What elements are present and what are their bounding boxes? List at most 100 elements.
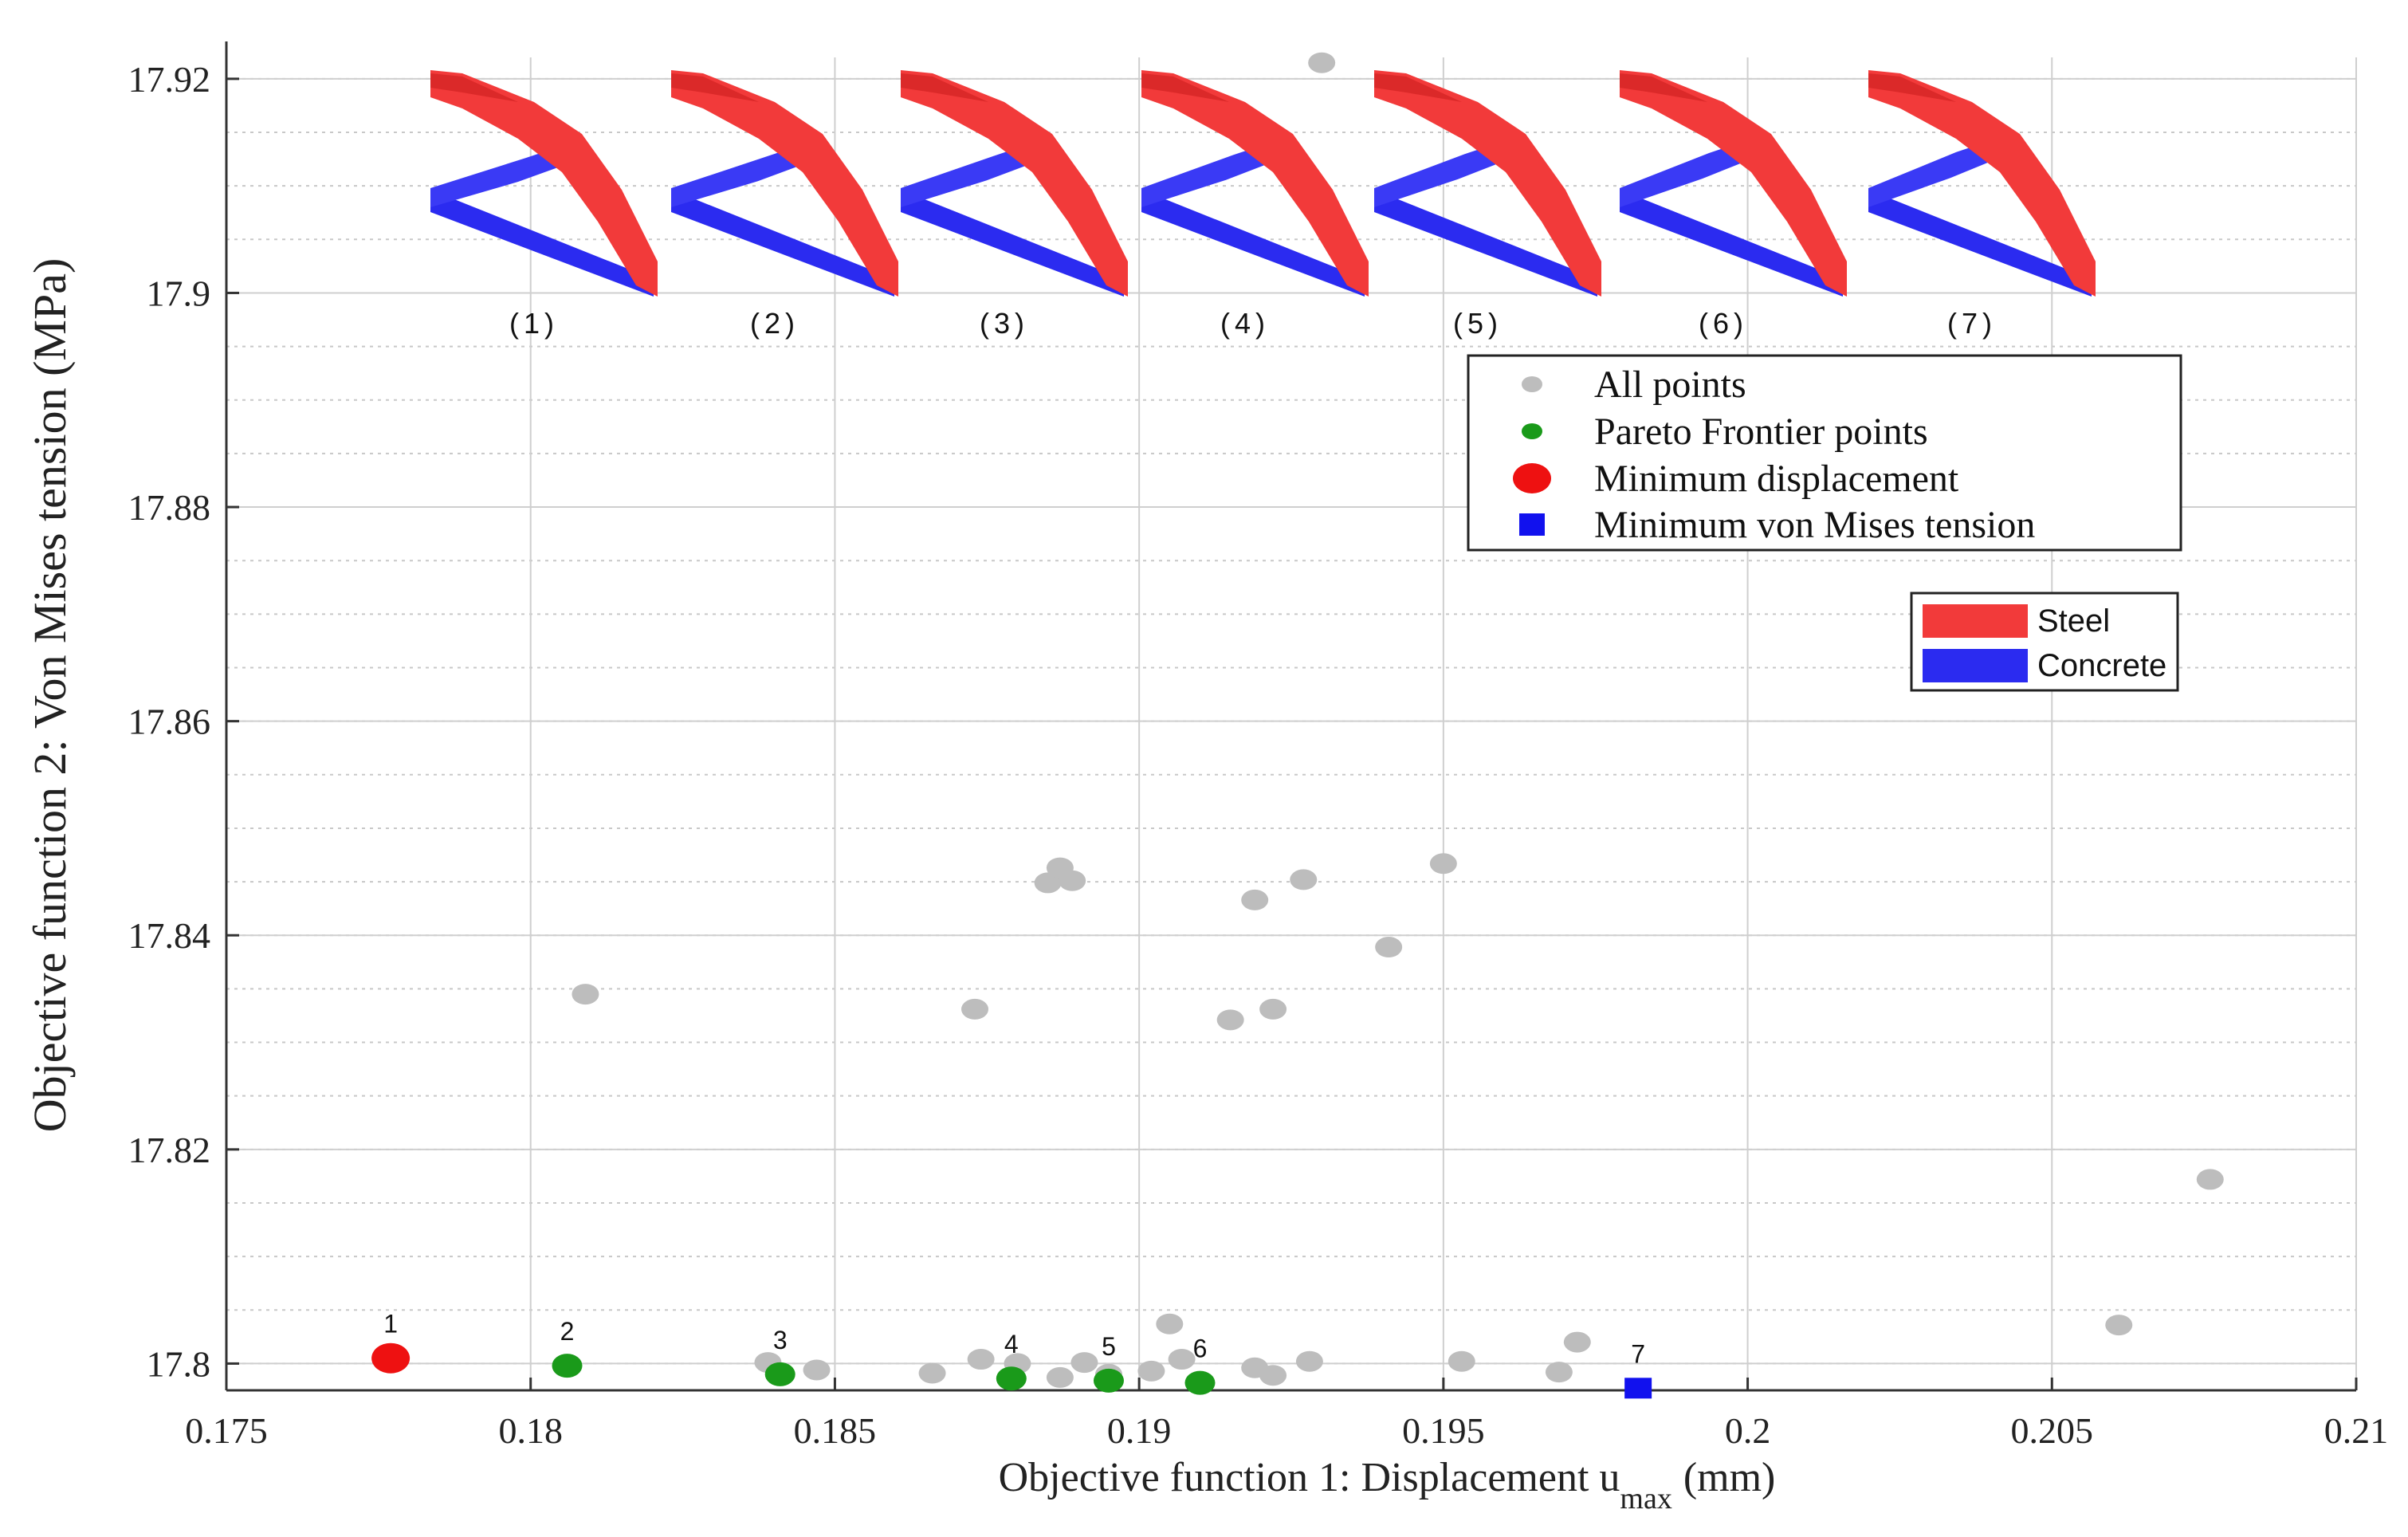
all-points-marker <box>1545 1362 1573 1383</box>
pareto-point <box>764 1362 795 1386</box>
steel-shading <box>671 73 759 102</box>
structure-inset: (3) <box>901 70 1128 340</box>
steel-shading <box>1141 73 1229 102</box>
all-points-marker <box>1259 998 1287 1020</box>
all-points-marker <box>2105 1315 2133 1336</box>
point-number-label: 5 <box>1102 1332 1116 1361</box>
min-displacement-marker <box>371 1342 410 1374</box>
material-swatch <box>1923 649 2028 682</box>
point-number-label: 1 <box>383 1310 398 1338</box>
steel-top-member <box>430 70 658 297</box>
structure-inset: (6) <box>1620 70 1847 340</box>
steel-top-member <box>1374 70 1601 297</box>
all-points-marker <box>1259 1365 1287 1386</box>
y-tick-label: 17.82 <box>128 1130 211 1170</box>
concrete-diagonal-member <box>1620 145 1742 207</box>
structure-inset: (4) <box>1141 70 1369 340</box>
x-tick-label: 0.2 <box>1725 1410 1771 1451</box>
all-points-marker <box>1290 869 1318 890</box>
all-points-marker <box>1563 1331 1591 1353</box>
material-swatch <box>1923 604 2028 638</box>
all-points-marker <box>1059 870 1086 891</box>
all-points-marker <box>1168 1349 1196 1370</box>
all-points-marker <box>1241 889 1269 910</box>
steel-top-member <box>1141 70 1369 297</box>
structure-inset: (2) <box>671 70 898 340</box>
concrete-bottom-member <box>430 190 654 297</box>
point-number-label: 4 <box>1004 1330 1019 1358</box>
material-legend: Steel Concrete <box>1910 592 2179 692</box>
x-tick-label: 0.185 <box>794 1410 877 1451</box>
structure-inset: (5) <box>1374 70 1601 340</box>
x-tick-label: 0.19 <box>1107 1410 1172 1451</box>
legend-box <box>1467 354 2182 552</box>
pareto-point <box>552 1354 583 1378</box>
steel-shading <box>430 73 518 102</box>
concrete-diagonal-member <box>1141 147 1267 207</box>
inset-label: (3) <box>980 307 1029 340</box>
steel-top-member <box>671 70 898 297</box>
y-tick-label: 17.86 <box>128 702 211 742</box>
data-points <box>371 52 2224 1399</box>
structure-inset: (1) <box>430 70 658 340</box>
legend-marker-pareto <box>1522 423 1542 439</box>
steel-shading <box>1868 73 1956 102</box>
inset-label: (5) <box>1453 307 1503 340</box>
legend-entry-label: Minimum displacement <box>1594 458 1959 500</box>
pareto-point <box>996 1366 1027 1391</box>
inset-label: (2) <box>750 307 799 340</box>
material-label: Concrete <box>2037 648 2166 683</box>
steel-top-member <box>1620 70 1847 297</box>
inset-label: (7) <box>1947 307 1997 340</box>
all-points-marker <box>1308 52 1336 73</box>
steel-shading <box>901 73 988 102</box>
concrete-diagonal-member <box>430 150 558 207</box>
x-axis-title-subscript: max <box>1620 1482 1671 1515</box>
all-points-marker <box>1046 1366 1074 1388</box>
y-tick-label: 17.9 <box>147 273 211 313</box>
steel-top-member <box>1868 70 2096 297</box>
all-points-marker <box>1156 1313 1184 1335</box>
min-von-mises-marker <box>1624 1378 1652 1399</box>
point-number-label: 3 <box>773 1326 788 1354</box>
y-tick-label: 17.92 <box>128 59 211 100</box>
x-axis-title-unit: (mm) <box>1683 1455 1776 1500</box>
x-axis-title: Objective function 1: Displacement umax (… <box>999 1455 1776 1515</box>
concrete-diagonal-member <box>1868 143 1990 207</box>
all-points-marker <box>1070 1352 1098 1374</box>
concrete-bottom-member <box>1141 190 1365 297</box>
y-tick-label: 17.8 <box>147 1343 211 1384</box>
legend-marker-all <box>1522 376 1542 392</box>
all-points-marker <box>1295 1350 1323 1372</box>
steel-top-member <box>901 70 1128 297</box>
axes: 17.8 17.82 17.84 17.86 17.88 17.9 17.92 0.175 0.… <box>128 41 2388 1451</box>
inset-label: (1) <box>509 307 559 340</box>
legend-entry-label: Pareto Frontier points <box>1594 411 1928 453</box>
all-points-marker <box>967 1349 995 1370</box>
all-points-marker <box>1034 872 1062 894</box>
x-tick-label: 0.175 <box>185 1410 268 1451</box>
point-number-label: 7 <box>1631 1339 1645 1368</box>
y-tick-label: 17.88 <box>128 487 211 528</box>
concrete-diagonal-member <box>901 147 1027 207</box>
all-points-marker <box>803 1359 831 1381</box>
x-axis-title-main: Objective function 1: Displacement u <box>999 1455 1620 1500</box>
all-points-marker <box>961 998 989 1020</box>
concrete-diagonal-member <box>671 148 798 207</box>
pareto-point <box>1093 1368 1124 1393</box>
legend: All points Pareto Frontier points Minimum … <box>1467 354 2182 552</box>
all-points-marker <box>1429 853 1457 875</box>
concrete-bottom-member <box>1620 190 1843 297</box>
legend-marker-square <box>1519 513 1545 536</box>
material-label: Steel <box>2037 603 2110 639</box>
legend-entry-label: All points <box>1594 364 1746 406</box>
inset-label: (6) <box>1699 307 1748 340</box>
y-tick-label: 17.84 <box>128 915 211 956</box>
all-points-marker <box>1137 1360 1165 1382</box>
concrete-bottom-member <box>1868 190 2092 297</box>
x-tick-label: 0.195 <box>1402 1410 1485 1451</box>
all-points-marker <box>572 984 599 1005</box>
legend-marker-large <box>1513 463 1551 493</box>
concrete-bottom-member <box>671 190 894 297</box>
